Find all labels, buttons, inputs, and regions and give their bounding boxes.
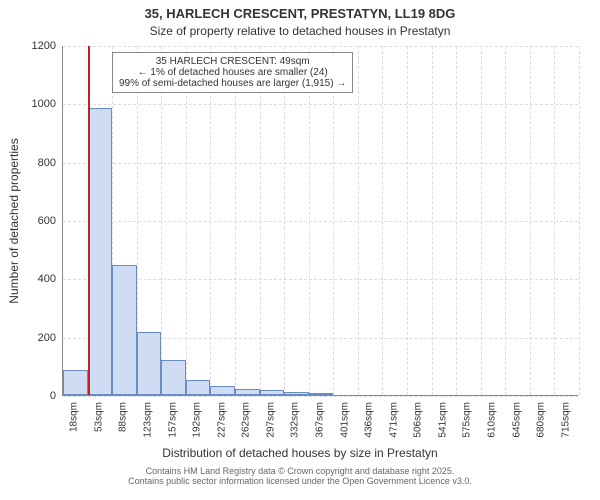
marker-annotation: 35 HARLECH CRESCENT: 49sqm ← 1% of detac… [112,52,353,93]
y-tick-label: 400 [38,273,56,285]
x-tick-label: 53sqm [93,402,104,432]
histogram-bar [88,108,113,395]
grid-line [63,104,578,105]
histogram-bar [186,380,211,395]
histogram-bar [284,392,309,396]
x-tick-label: 18sqm [69,402,80,432]
histogram-bar [63,370,88,395]
histogram-bar [309,393,334,395]
x-tick-label: 541sqm [437,402,448,438]
grid-line [432,46,433,395]
x-tick-label: 645sqm [511,402,522,438]
histogram-bar [210,386,235,395]
x-tick-label: 610sqm [487,402,498,438]
y-tick-label: 1000 [32,98,56,110]
grid-line [456,46,457,395]
grid-line [358,46,359,395]
grid-line [63,279,578,280]
x-tick-label: 436sqm [364,402,375,438]
grid-line [382,46,383,395]
x-tick-label: 367sqm [315,402,326,438]
grid-line [530,46,531,395]
grid-line [63,46,578,47]
x-tick-label: 680sqm [536,402,547,438]
footer-line-1: Contains HM Land Registry data © Crown c… [0,466,600,476]
x-tick-label: 88sqm [118,402,129,432]
grid-line [579,46,580,395]
grid-line [235,46,236,395]
x-tick-label: 227sqm [216,402,227,438]
grid-line [63,163,578,164]
x-tick-label: 192sqm [192,402,203,438]
grid-line [210,46,211,395]
x-tick-label: 575sqm [462,402,473,438]
grid-line [284,46,285,395]
x-tick-label: 715sqm [560,402,571,438]
grid-line [505,46,506,395]
histogram-bar [235,389,260,395]
chart-subtitle: Size of property relative to detached ho… [0,24,600,38]
annotation-line-1: 35 HARLECH CRESCENT: 49sqm [119,56,346,67]
grid-line [333,46,334,395]
x-tick-label: 401sqm [339,402,350,438]
plot-area [62,46,578,396]
x-tick-label: 506sqm [413,402,424,438]
x-tick-label: 157sqm [167,402,178,438]
grid-line [161,46,162,395]
grid-line [186,46,187,395]
grid-line [407,46,408,395]
annotation-line-3: 99% of semi-detached houses are larger (… [119,78,346,89]
x-tick-label: 297sqm [265,402,276,438]
histogram-bar [112,265,137,395]
grid-line [260,46,261,395]
subject-marker-line [88,46,90,395]
y-tick-label: 1200 [32,40,56,52]
chart-footer: Contains HM Land Registry data © Crown c… [0,466,600,486]
footer-line-2: Contains public sector information licen… [0,476,600,486]
annotation-line-2: ← 1% of detached houses are smaller (24) [119,67,346,78]
y-tick-label: 0 [50,390,56,402]
y-tick-label: 800 [38,157,56,169]
y-tick-label: 200 [38,332,56,344]
x-tick-label: 332sqm [290,402,301,438]
y-tick-label: 600 [38,215,56,227]
property-size-histogram: 35, HARLECH CRESCENT, PRESTATYN, LL19 8D… [0,0,600,500]
x-axis-label: Distribution of detached houses by size … [0,446,600,460]
grid-line [554,46,555,395]
chart-title: 35, HARLECH CRESCENT, PRESTATYN, LL19 8D… [0,6,600,21]
histogram-bar [137,332,162,395]
grid-line [481,46,482,395]
grid-line [63,221,578,222]
y-axis: 020040060080010001200 [0,46,62,396]
histogram-bar [260,390,285,395]
x-tick-label: 123sqm [143,402,154,438]
grid-line [309,46,310,395]
x-tick-label: 471sqm [388,402,399,438]
x-tick-label: 262sqm [241,402,252,438]
histogram-bar [161,360,186,395]
